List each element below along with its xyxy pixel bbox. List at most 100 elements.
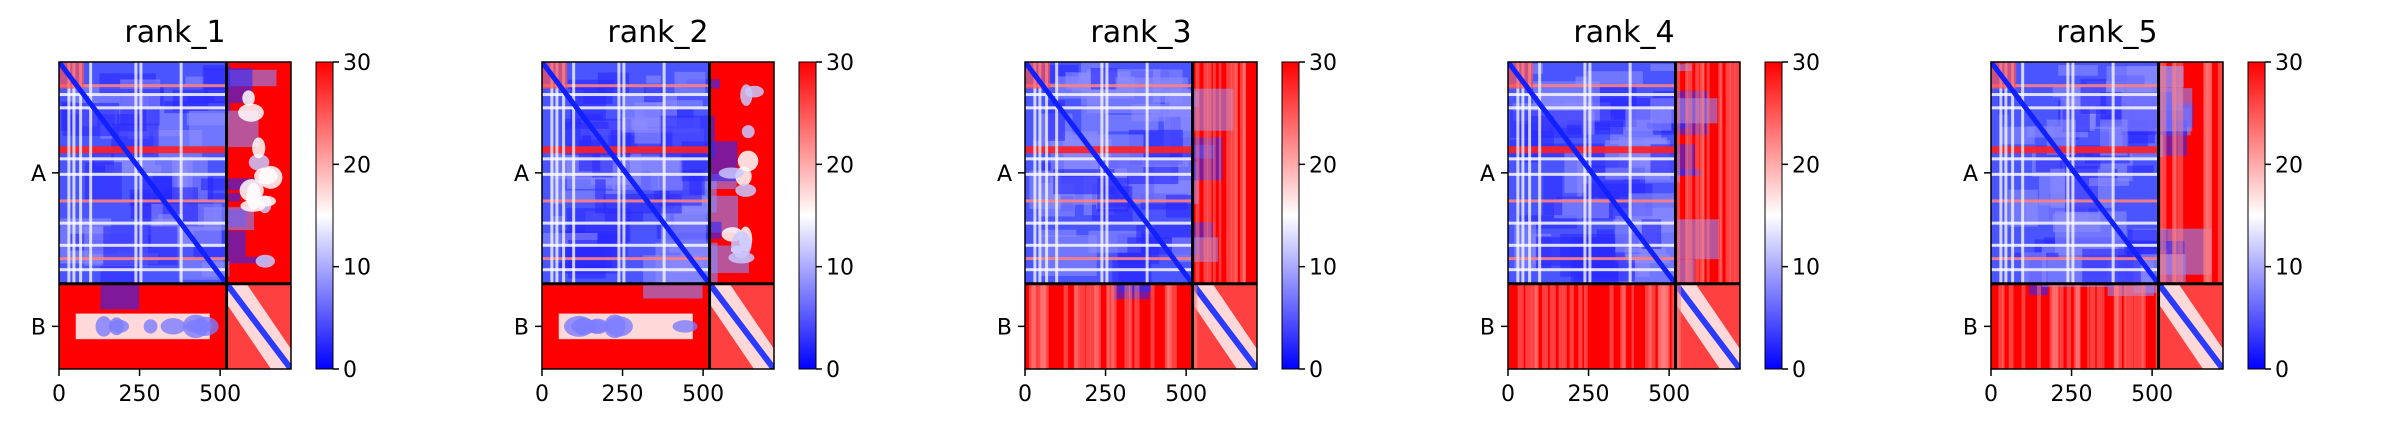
block-a-diagonal [542, 62, 712, 286]
block-b-a-texture [2090, 283, 2096, 369]
block-a-texture [556, 262, 610, 273]
block-a-streak-h [59, 106, 227, 110]
colorbar-tick-label: 30 [1792, 51, 1820, 76]
block-a-streak-h [1025, 268, 1193, 272]
block-a-b-texture [1729, 62, 1736, 284]
interchain-contact [737, 150, 759, 172]
block-a-streak-v [1516, 62, 1520, 284]
block-b-a-texture [1578, 283, 1583, 369]
chart-title: rank_5 [2056, 15, 2157, 50]
colorbar-tick-label: 20 [1792, 153, 1820, 178]
block-b-a-texture [1609, 283, 1614, 369]
block-b-a-texture [2141, 283, 2146, 369]
block-a-texture [1650, 98, 1718, 124]
block-a-streak-h [1025, 157, 1193, 161]
interchain-contact [191, 316, 219, 337]
block-a-streak-v [550, 62, 554, 284]
block-a-streak-v [2011, 62, 2015, 284]
block-a-streak-v [89, 62, 93, 284]
block-b-a-texture [2113, 283, 2120, 369]
block-a-streak-h [1991, 106, 2159, 110]
block-b-a-texture [2059, 283, 2064, 369]
block-b-diagonal [1673, 281, 1740, 369]
block-a-texture [2058, 65, 2098, 76]
block-a-streak-h [542, 84, 710, 88]
block-a-streak-v [1521, 62, 1525, 284]
colorbar-tick-label: 30 [826, 51, 854, 76]
block-a-b-texture [1685, 62, 1688, 284]
block-a-texture [656, 100, 703, 109]
block-b-a-texture [2049, 283, 2056, 369]
block-a-streak-v [134, 62, 138, 284]
block-a-streak-h [542, 243, 710, 247]
block-a-streak-h [59, 157, 227, 161]
block-a-texture [1535, 236, 1552, 269]
y-tick-label: A [31, 162, 46, 187]
block-a-b-texture [1207, 62, 1212, 284]
block-a-texture [583, 89, 613, 104]
pae-panel-4: rank_4 A B 0 250 500 0 10 20 30 [1480, 15, 1820, 407]
block-a-streak-v [1538, 62, 1542, 284]
block-b-a-texture [1631, 283, 1635, 369]
block-a-streak-v [1528, 62, 1532, 284]
block-b-a-texture [2137, 283, 2144, 369]
pae-panel-5: rank_5 A B 0 250 500 0 10 20 30 [1963, 15, 2303, 407]
plot-frame [541, 61, 775, 370]
interchain-contact [731, 231, 752, 259]
block-b-a-texture [2128, 283, 2134, 369]
block-a-streak-h [1025, 199, 1193, 203]
block-a-b-texture [1734, 62, 1740, 284]
block-a-streak-v [1045, 62, 1049, 284]
block-a-streak-h [59, 199, 227, 203]
block-b-diagonal [1190, 281, 1257, 369]
block-a-texture [200, 256, 269, 264]
block-a-texture [201, 178, 259, 191]
block-a-texture [185, 76, 208, 85]
block-a-texture [1998, 90, 2009, 115]
x-tick-label: 500 [199, 382, 241, 407]
y-tick-label: B [514, 315, 529, 340]
block-a-streak-v [1628, 62, 1632, 284]
y-tick-label: A [1963, 162, 1978, 187]
block-b-diagonal [224, 281, 291, 369]
block-a-b-texture [1686, 62, 1693, 284]
block-a-texture [644, 83, 664, 103]
block-a-streak-h [1991, 268, 2159, 272]
colorbar-tick-label: 20 [826, 153, 854, 178]
block-a-streak-h [1025, 84, 1193, 88]
block-a-streak-h [1508, 243, 1676, 247]
block-b-a-texture [1662, 283, 1669, 369]
block-a-streak-h [1508, 93, 1676, 97]
block-b-a-texture [1534, 283, 1539, 369]
chart-title: rank_3 [1090, 15, 1191, 50]
block-b-a-texture [1583, 283, 1588, 369]
plot-frame [1507, 61, 1741, 370]
block-a-texture [2127, 165, 2154, 175]
block-a-streak-h [1025, 106, 1193, 110]
block-a-b-texture [1240, 62, 1246, 284]
block-b-a-texture [1107, 283, 1115, 369]
interchain-contact [735, 183, 757, 197]
block-b-a-texture [1167, 283, 1170, 369]
block-a-streak-v [2004, 62, 2008, 284]
interchain-contact [741, 125, 755, 139]
block-a-streak-h [59, 257, 227, 261]
heatmap-area [1991, 62, 2223, 369]
colorbar-tick-label: 20 [343, 153, 371, 178]
block-b-a-texture [2133, 283, 2137, 369]
block-a-b-texture [1212, 62, 1216, 284]
block-b-a-texture [1096, 283, 1101, 369]
block-b-a-texture [1549, 283, 1556, 369]
block-a-streak-h [1025, 221, 1193, 225]
colorbar-tick-label: 10 [1309, 256, 1337, 281]
colorbar [798, 61, 817, 370]
heatmap-area [1508, 62, 1740, 369]
interchain-contact [248, 154, 270, 171]
interchain-contact [571, 318, 598, 335]
colorbar [2247, 61, 2266, 370]
block-a-streak-h [1991, 199, 2159, 203]
colorbar-tick-label: 10 [826, 256, 854, 281]
block-a-streak-h [1508, 199, 1676, 203]
block-a-texture [1554, 198, 1610, 219]
block-a-streak-h [1508, 257, 1676, 261]
